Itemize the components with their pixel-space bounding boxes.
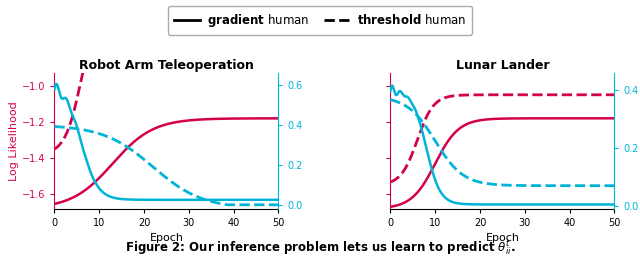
X-axis label: Epoch: Epoch	[149, 233, 184, 244]
Legend: $\mathbf{gradient}$ human, $\mathbf{threshold}$ human: $\mathbf{gradient}$ human, $\mathbf{thre…	[168, 6, 472, 35]
Title: Robot Arm Teleoperation: Robot Arm Teleoperation	[79, 59, 254, 72]
X-axis label: Epoch: Epoch	[485, 233, 520, 244]
Title: Lunar Lander: Lunar Lander	[456, 59, 549, 72]
Y-axis label: Log Likelihood: Log Likelihood	[9, 101, 19, 181]
Text: Figure 2: Our inference problem lets us learn to predict $\theta^t_{ii}$.: Figure 2: Our inference problem lets us …	[125, 239, 515, 258]
